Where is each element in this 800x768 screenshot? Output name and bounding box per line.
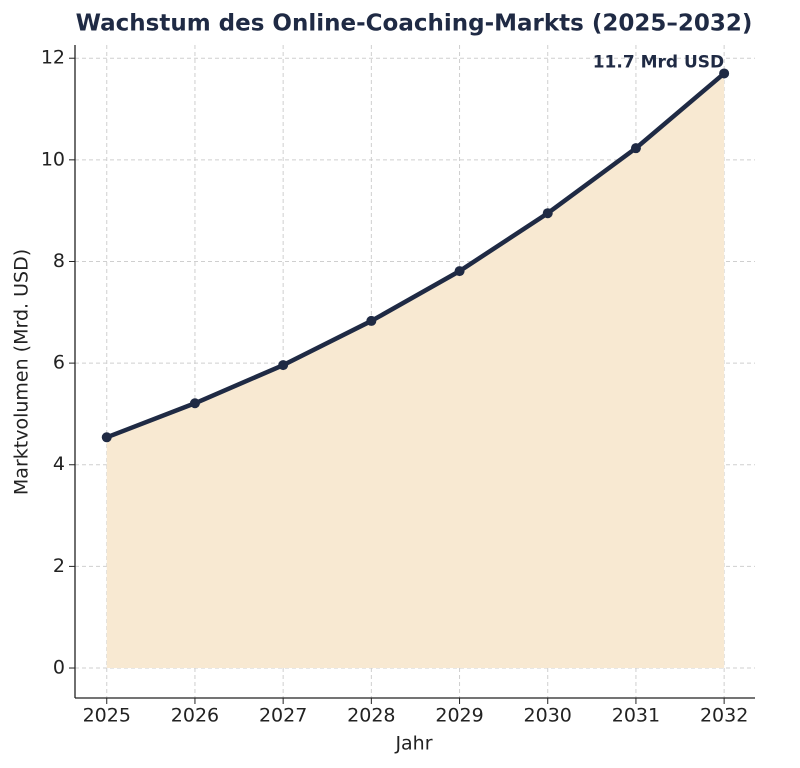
y-tick-label: 12 bbox=[41, 47, 65, 69]
point bbox=[630, 143, 641, 154]
y-tick-label: 0 bbox=[53, 657, 65, 679]
x-tick-label: 2025 bbox=[83, 705, 131, 727]
y-tick-label: 10 bbox=[41, 148, 65, 170]
y-tick-label: 8 bbox=[53, 250, 65, 272]
point bbox=[542, 208, 553, 219]
y-axis-label: Marktvolumen (Mrd. USD) bbox=[11, 249, 33, 495]
x-tick-label: 2031 bbox=[612, 705, 660, 727]
point bbox=[366, 315, 377, 326]
point bbox=[101, 432, 112, 443]
point bbox=[189, 398, 200, 409]
x-tick-label: 2027 bbox=[259, 705, 307, 727]
x-axis-label: Jahr bbox=[394, 733, 432, 755]
y-tick-label: 4 bbox=[53, 453, 65, 475]
x-tick-label: 2026 bbox=[171, 705, 219, 727]
line bbox=[105, 71, 726, 440]
x-tick-label: 2030 bbox=[524, 705, 572, 727]
y-tick-label: 6 bbox=[53, 352, 65, 374]
y-tick-label: 2 bbox=[53, 555, 65, 577]
chart-title: Wachstum des Online-Coaching-Markts (202… bbox=[76, 11, 753, 37]
x-tick-label: 2029 bbox=[435, 705, 483, 727]
x-tick-label: 2032 bbox=[700, 705, 748, 727]
x-tick-label: 2028 bbox=[347, 705, 395, 727]
area bbox=[106, 73, 725, 669]
point bbox=[454, 266, 465, 277]
annotation: 11.7 Mrd USD bbox=[593, 52, 724, 72]
point bbox=[278, 360, 289, 371]
point bbox=[719, 68, 730, 79]
